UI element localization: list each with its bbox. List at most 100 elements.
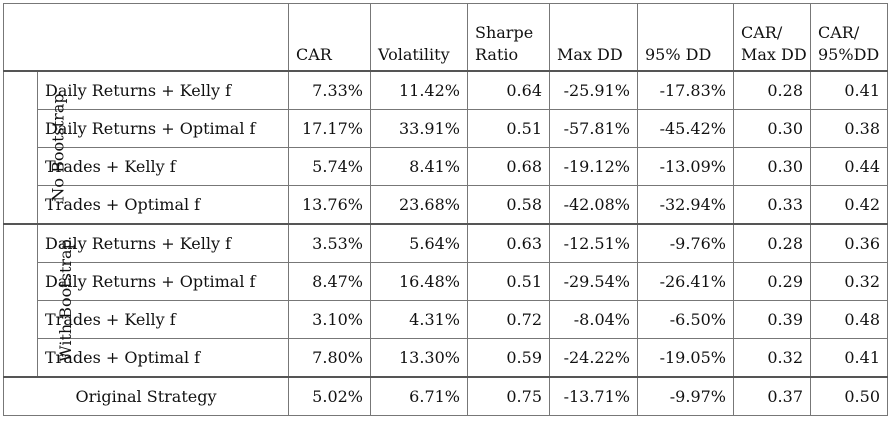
cell-sharpe: 0.63 — [467, 223, 550, 263]
cell-car-95dd: 0.42 — [810, 185, 888, 225]
cell-volatility: 6.71% — [370, 376, 468, 416]
row-name: Daily Returns + Kelly f — [37, 223, 289, 263]
cell-sharpe: 0.68 — [467, 147, 550, 186]
table-row: Trades + Kelly f 3.10% 4.31% 0.72 -8.04%… — [4, 300, 888, 339]
cell-car-95dd: 0.36 — [810, 223, 888, 263]
cell-car-95dd: 0.32 — [810, 262, 888, 301]
header-car-maxdd-line1: CAR/ — [741, 23, 783, 42]
cell-95dd: -19.05% — [637, 338, 734, 378]
cell-volatility: 33.91% — [370, 109, 468, 148]
cell-car-95dd: 0.38 — [810, 109, 888, 148]
group-label: No Bootstrap — [48, 93, 68, 202]
cell-volatility: 23.68% — [370, 185, 468, 225]
cell-maxdd: -57.81% — [549, 109, 638, 148]
cell-volatility: 11.42% — [370, 70, 468, 110]
row-name: Trades + Optimal f — [37, 185, 289, 225]
header-95dd-label: 95% DD — [645, 45, 712, 64]
table-row: Trades + Optimal f 13.76% 23.68% 0.58 -4… — [4, 185, 888, 225]
header-95dd: 95% DD — [637, 3, 734, 72]
header-car-maxdd-line2: Max DD — [741, 45, 807, 64]
cell-sharpe: 0.72 — [467, 300, 550, 339]
cell-95dd: -13.09% — [637, 147, 734, 186]
cell-car-95dd: 0.44 — [810, 147, 888, 186]
header-row: CAR Volatility Sharpe Ratio Max DD 95% DD… — [3, 3, 888, 72]
cell-95dd: -32.94% — [637, 185, 734, 225]
row-name: Daily Returns + Kelly f — [37, 70, 289, 110]
cell-volatility: 16.48% — [370, 262, 468, 301]
header-car-label: CAR — [296, 45, 332, 64]
cell-car-95dd: 0.41 — [810, 338, 888, 378]
table-row: Daily Returns + Optimal f 8.47% 16.48% 0… — [4, 262, 888, 301]
cell-maxdd: -12.51% — [549, 223, 638, 263]
cell-car: 5.74% — [288, 147, 371, 186]
cell-car: 3.10% — [288, 300, 371, 339]
cell-maxdd: -8.04% — [549, 300, 638, 339]
cell-car-maxdd: 0.30 — [733, 109, 811, 148]
cell-car-maxdd: 0.28 — [733, 223, 811, 263]
header-maxdd-label: Max DD — [557, 45, 623, 64]
group-label: With Bootstrap — [55, 239, 75, 362]
row-name: Trades + Kelly f — [37, 147, 289, 186]
cell-sharpe: 0.51 — [467, 109, 550, 148]
cell-maxdd: -24.22% — [549, 338, 638, 378]
cell-volatility: 5.64% — [370, 223, 468, 263]
cell-car-maxdd: 0.29 — [733, 262, 811, 301]
cell-car: 13.76% — [288, 185, 371, 225]
header-car-95dd-line1: CAR/ — [818, 23, 860, 42]
cell-sharpe: 0.64 — [467, 70, 550, 110]
table-row: No Bootstrap Daily Returns + Kelly f 7.3… — [3, 70, 888, 225]
table-row: With Bootstrap Daily Returns + Kelly f 3… — [3, 223, 888, 378]
row-name: Daily Returns + Optimal f — [37, 262, 289, 301]
header-maxdd: Max DD — [549, 3, 638, 72]
header-car-95dd-line2: 95%DD — [818, 45, 880, 64]
header-volatility: Volatility — [370, 3, 468, 72]
table-row: Trades + Optimal f 7.80% 13.30% 0.59 -24… — [4, 338, 888, 378]
header-car-95dd: CAR/95%DD — [810, 3, 888, 72]
cell-maxdd: -42.08% — [549, 185, 638, 225]
row-name: Trades + Kelly f — [37, 300, 289, 339]
cell-car: 5.02% — [288, 376, 371, 416]
cell-sharpe: 0.59 — [467, 338, 550, 378]
cell-car: 3.53% — [288, 223, 371, 263]
cell-maxdd: -25.91% — [549, 70, 638, 110]
cell-car-95dd: 0.50 — [810, 376, 888, 416]
header-sharpe-line2: Ratio — [475, 45, 519, 64]
cell-95dd: -17.83% — [637, 70, 734, 110]
row-name: Original Strategy — [3, 376, 289, 416]
cell-car: 7.33% — [288, 70, 371, 110]
cell-car-maxdd: 0.39 — [733, 300, 811, 339]
table-row: Trades + Kelly f 5.74% 8.41% 0.68 -19.12… — [4, 147, 888, 186]
cell-95dd: -45.42% — [637, 109, 734, 148]
header-sharpe-line1: Sharpe — [475, 23, 534, 42]
cell-95dd: -26.41% — [637, 262, 734, 301]
cell-car-maxdd: 0.32 — [733, 338, 811, 378]
cell-sharpe: 0.51 — [467, 262, 550, 301]
cell-95dd: -6.50% — [637, 300, 734, 339]
cell-maxdd: -13.71% — [549, 376, 638, 416]
cell-sharpe: 0.75 — [467, 376, 550, 416]
cell-volatility: 8.41% — [370, 147, 468, 186]
header-volatility-label: Volatility — [378, 45, 450, 64]
cell-car-95dd: 0.48 — [810, 300, 888, 339]
header-car: CAR — [288, 3, 371, 72]
cell-car: 17.17% — [288, 109, 371, 148]
cell-maxdd: -19.12% — [549, 147, 638, 186]
group-label-cell: With Bootstrap — [3, 223, 75, 378]
cell-car-95dd: 0.41 — [810, 70, 888, 110]
cell-car-maxdd: 0.30 — [733, 147, 811, 186]
cell-95dd: -9.97% — [637, 376, 734, 416]
header-sharpe: Sharpe Ratio — [467, 3, 550, 72]
group-label-cell: No Bootstrap — [3, 70, 68, 225]
header-car-maxdd: CAR/Max DD — [733, 3, 811, 72]
original-strategy-row: Original Strategy 5.02% 6.71% 0.75 -13.7… — [3, 376, 888, 416]
cell-maxdd: -29.54% — [549, 262, 638, 301]
cell-volatility: 13.30% — [370, 338, 468, 378]
row-name: Trades + Optimal f — [37, 338, 289, 378]
results-table: CAR Volatility Sharpe Ratio Max DD 95% DD… — [3, 3, 888, 416]
cell-car: 7.80% — [288, 338, 371, 378]
cell-car: 8.47% — [288, 262, 371, 301]
cell-95dd: -9.76% — [637, 223, 734, 263]
cell-car-maxdd: 0.37 — [733, 376, 811, 416]
cell-car-maxdd: 0.28 — [733, 70, 811, 110]
